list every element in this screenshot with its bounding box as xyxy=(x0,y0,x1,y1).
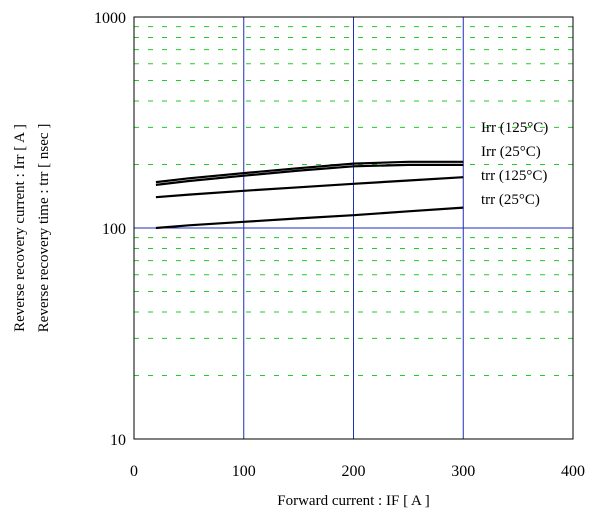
curve-label-2: trr (125°C) xyxy=(481,168,547,184)
y-axis-title-line-1: Reverse recovery current : Irr [ A ] xyxy=(12,124,28,332)
y-tick-labels: 10 100 1000 xyxy=(94,10,126,449)
x-tick-label: 400 xyxy=(561,463,585,480)
curve-label-3: trr (25°C) xyxy=(481,192,540,208)
y-tick-label: 100 xyxy=(102,221,126,238)
x-tick-label: 200 xyxy=(342,463,366,480)
x-tick-label: 0 xyxy=(130,463,138,480)
x-tick-label: 100 xyxy=(232,463,256,480)
curve-label-1: Irr (25°C) xyxy=(481,144,541,160)
curve-label-0: Irr (125°C) xyxy=(481,120,548,136)
y-tick-label: 1000 xyxy=(94,10,126,27)
x-tick-label: 300 xyxy=(451,463,475,480)
y-tick-label: 10 xyxy=(110,432,126,449)
major-grid xyxy=(134,17,573,439)
plot-frame xyxy=(133,16,574,440)
series-line-2 xyxy=(155,176,464,199)
x-axis-title: Forward current : IF [ A ] xyxy=(277,493,429,509)
series-lines xyxy=(155,160,464,230)
x-tick-labels: 0 100 200 300 400 xyxy=(130,463,585,480)
minor-grid xyxy=(134,26,573,376)
series-line-1 xyxy=(155,163,464,186)
curve-labels: Irr (125°C) Irr (25°C) trr (125°C) trr (25°… xyxy=(481,120,548,208)
series-line-0 xyxy=(155,160,464,184)
series-line-3 xyxy=(155,206,464,230)
y-axis-title-line-2: Reverse recovery time : trr [ nsec ] xyxy=(36,124,52,333)
